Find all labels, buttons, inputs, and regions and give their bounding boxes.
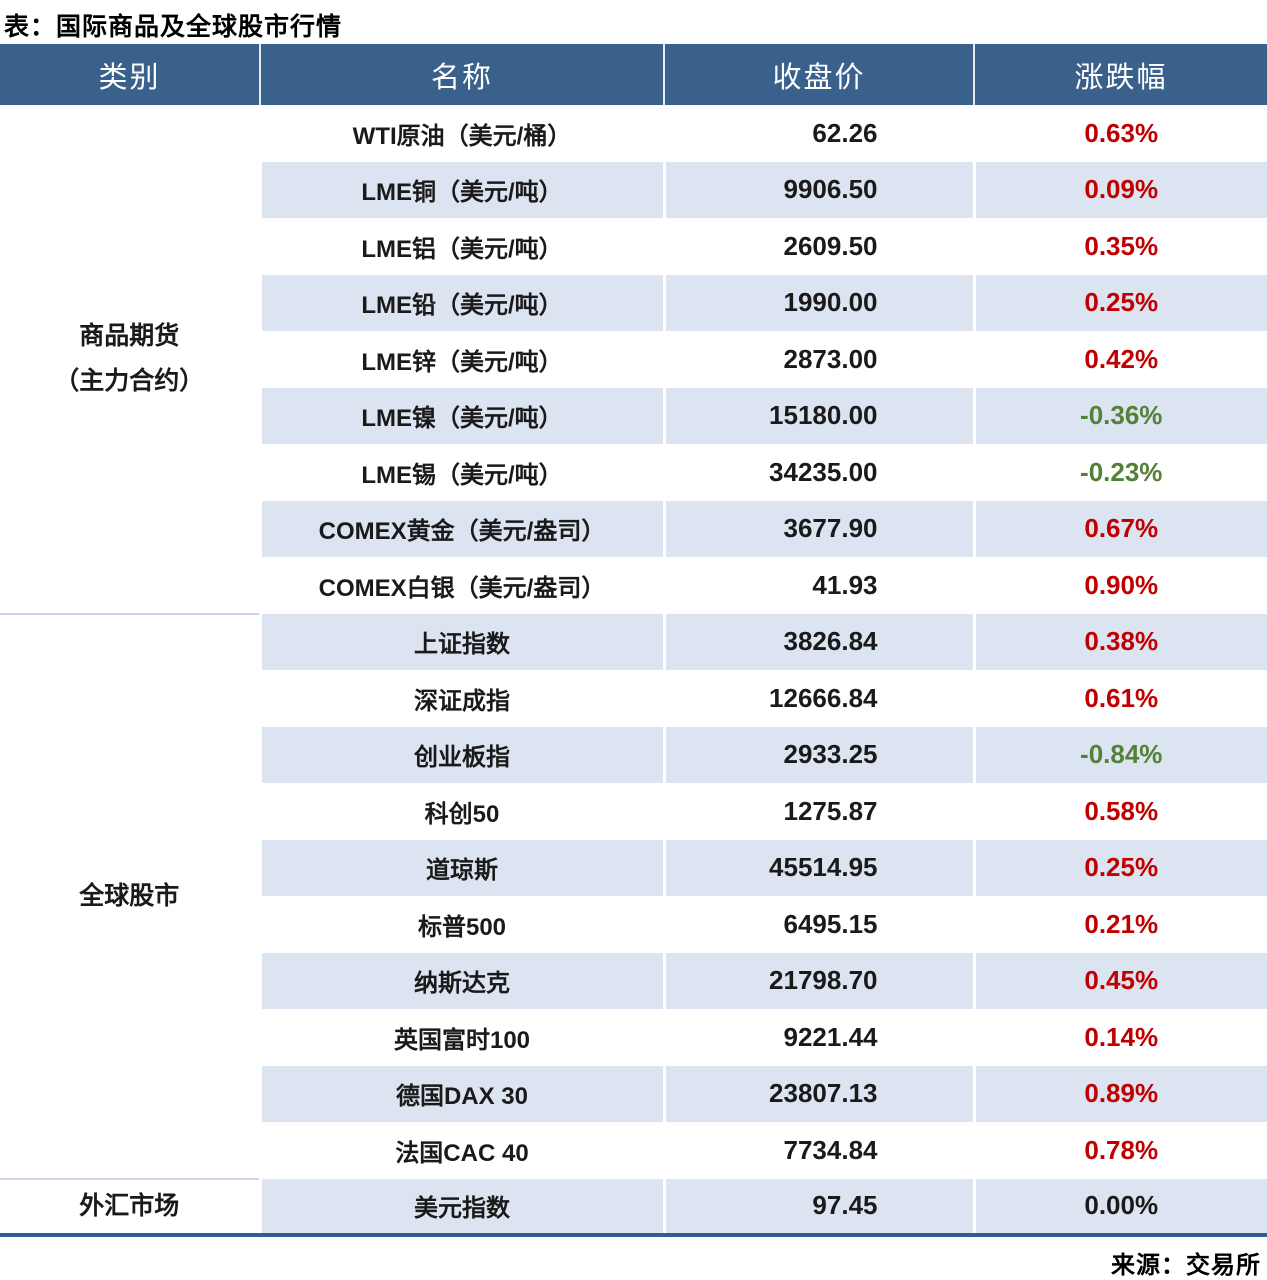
close-price: 9906.50 [662, 161, 974, 218]
close-price: 97.45 [662, 1178, 974, 1235]
table-row: LME铜（美元/吨） 9906.50 0.09% [0, 161, 1267, 218]
table-row: 外汇市场 美元指数 97.45 0.00% [0, 1177, 1267, 1235]
close-price: 1275.87 [662, 783, 974, 840]
table-row: LME镍（美元/吨） 15180.00 -0.36% [0, 387, 1267, 444]
close-price: 9221.44 [662, 1009, 974, 1066]
close-price: 1990.00 [662, 274, 974, 331]
table-row: 德国DAX 30 23807.13 0.89% [0, 1065, 1267, 1122]
instrument-name: 深证成指 [258, 670, 664, 727]
close-price: 7734.84 [662, 1122, 974, 1179]
instrument-name: COMEX黄金（美元/盎司） [258, 500, 664, 557]
instrument-name: 英国富时100 [258, 1009, 664, 1066]
table-row: 深证成指 12666.84 0.61% [0, 670, 1267, 727]
close-price: 62.26 [662, 105, 974, 162]
instrument-name: 纳斯达克 [258, 952, 664, 1009]
close-price: 21798.70 [662, 952, 974, 1009]
table-header: 类别 名称 收盘价 涨跌幅 [0, 44, 1267, 105]
header-row: 类别 名称 收盘价 涨跌幅 [0, 44, 1267, 105]
instrument-name: LME铜（美元/吨） [258, 161, 664, 218]
table-row: 科创50 1275.87 0.58% [0, 783, 1267, 840]
category-cell: 商品期货 （主力合约） [0, 105, 261, 614]
header-change-percent: 涨跌幅 [973, 44, 1267, 105]
instrument-name: LME铝（美元/吨） [258, 218, 664, 275]
table-row: 英国富时100 9221.44 0.14% [0, 1009, 1267, 1066]
change-percent: 0.38% [972, 613, 1267, 670]
table-row: LME锡（美元/吨） 34235.00 -0.23% [0, 444, 1267, 501]
instrument-name: 德国DAX 30 [258, 1065, 664, 1122]
change-percent: 0.25% [972, 274, 1267, 331]
change-percent: -0.23% [972, 444, 1267, 501]
table-row: 道琼斯 45514.95 0.25% [0, 839, 1267, 896]
table-row: LME铅（美元/吨） 1990.00 0.25% [0, 274, 1267, 331]
change-percent: 0.58% [972, 783, 1267, 840]
instrument-name: LME镍（美元/吨） [258, 387, 664, 444]
header-close-price: 收盘价 [663, 44, 974, 105]
change-percent: 0.42% [972, 331, 1267, 388]
instrument-name: 科创50 [258, 783, 664, 840]
instrument-name: 标普500 [258, 896, 664, 953]
close-price: 3677.90 [662, 500, 974, 557]
table-row: LME铝（美元/吨） 2609.50 0.35% [0, 218, 1267, 275]
change-percent: 0.90% [972, 557, 1267, 614]
change-percent: 0.63% [972, 105, 1267, 162]
change-percent: 0.78% [972, 1122, 1267, 1179]
page-title: 表：国际商品及全球股市行情 [4, 13, 343, 41]
instrument-name: COMEX白银（美元/盎司） [258, 557, 664, 614]
change-percent: 0.45% [972, 952, 1267, 1009]
close-price: 6495.15 [662, 896, 974, 953]
close-price: 2609.50 [662, 218, 974, 275]
category-cell: 全球股市 [0, 612, 261, 1179]
close-price: 2933.25 [662, 726, 974, 783]
instrument-name: LME锌（美元/吨） [258, 331, 664, 388]
table-row: COMEX白银（美元/盎司） 41.93 0.90% [0, 557, 1267, 614]
close-price: 23807.13 [662, 1065, 974, 1122]
change-percent: 0.00% [972, 1178, 1267, 1235]
change-percent: -0.36% [972, 387, 1267, 444]
instrument-name: WTI原油（美元/桶） [258, 105, 664, 162]
instrument-name: 道琼斯 [258, 839, 664, 896]
change-percent: 0.61% [972, 670, 1267, 727]
category-cell: 外汇市场 [0, 1177, 261, 1235]
table-row: COMEX黄金（美元/盎司） 3677.90 0.67% [0, 500, 1267, 557]
market-quotes-table: 类别 名称 收盘价 涨跌幅 商品期货 （主力合约） WTI原油（美元/桶） 62.… [0, 44, 1267, 1237]
change-percent: 0.35% [972, 218, 1267, 275]
instrument-name: 创业板指 [258, 726, 664, 783]
close-price: 3826.84 [662, 613, 974, 670]
change-percent: 0.89% [972, 1065, 1267, 1122]
data-source: 来源：交易所 [1111, 1252, 1261, 1279]
close-price: 45514.95 [662, 839, 974, 896]
instrument-name: LME铅（美元/吨） [258, 274, 664, 331]
header-category: 类别 [0, 44, 260, 105]
change-percent: 0.25% [972, 839, 1267, 896]
instrument-name: 上证指数 [258, 613, 664, 670]
change-percent: 0.09% [972, 161, 1267, 218]
table-row: LME锌（美元/吨） 2873.00 0.42% [0, 331, 1267, 388]
instrument-name: 法国CAC 40 [258, 1122, 664, 1179]
table-row: 创业板指 2933.25 -0.84% [0, 726, 1267, 783]
close-price: 15180.00 [662, 387, 974, 444]
table-row: 标普500 6495.15 0.21% [0, 896, 1267, 953]
table-row: 法国CAC 40 7734.84 0.78% [0, 1122, 1267, 1179]
change-percent: 0.21% [972, 896, 1267, 953]
header-name: 名称 [259, 44, 664, 105]
close-price: 34235.00 [662, 444, 974, 501]
change-percent: 0.14% [972, 1009, 1267, 1066]
change-percent: 0.67% [972, 500, 1267, 557]
close-price: 41.93 [662, 557, 974, 614]
close-price: 2873.00 [662, 331, 974, 388]
table-row: 全球股市 上证指数 3826.84 0.38% [0, 612, 1267, 1179]
change-percent: -0.84% [972, 726, 1267, 783]
table-row: 商品期货 （主力合约） WTI原油（美元/桶） 62.26 0.63% [0, 105, 1267, 614]
close-price: 12666.84 [662, 670, 974, 727]
table-row: 纳斯达克 21798.70 0.45% [0, 952, 1267, 1009]
table-body: 商品期货 （主力合约） WTI原油（美元/桶） 62.26 0.63% LME铜（… [0, 105, 1267, 1235]
instrument-name: LME锡（美元/吨） [258, 444, 664, 501]
instrument-name: 美元指数 [258, 1178, 664, 1235]
